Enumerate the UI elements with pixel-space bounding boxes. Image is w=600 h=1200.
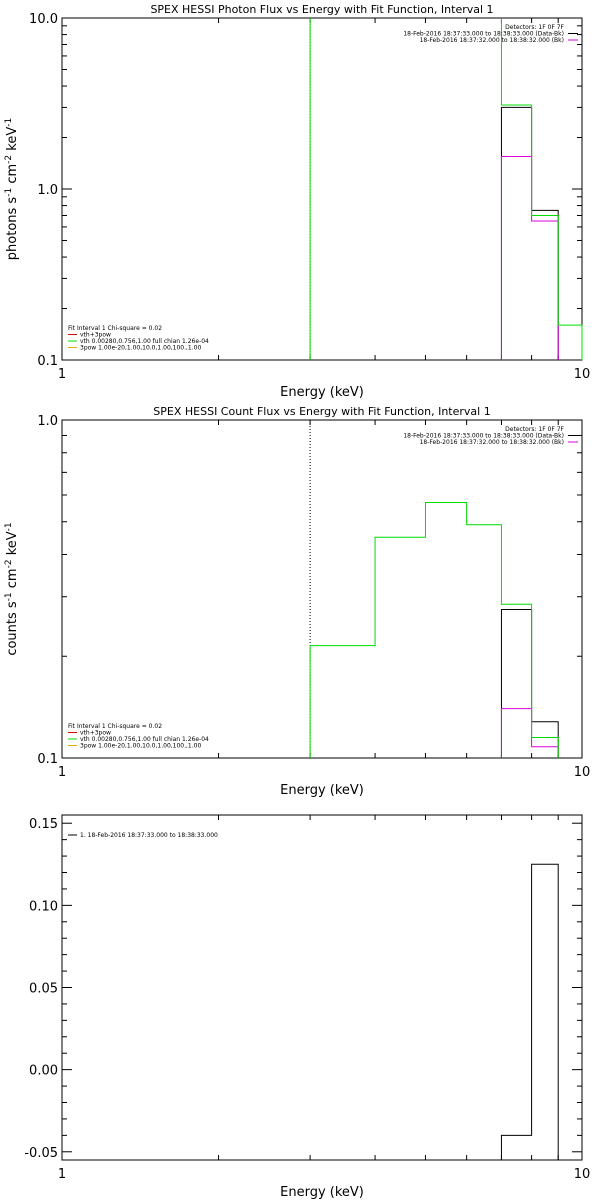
y-axis-label-exponent: -1 <box>4 188 14 197</box>
y-tick-label: 0.1 <box>37 752 58 767</box>
series-data-bk <box>500 609 559 758</box>
series-step-line <box>500 863 559 1160</box>
y-axis-label-part: keV <box>5 531 20 559</box>
legend-entry: vth 0.00280,0.756,1.00 full chian 1.26e-… <box>80 338 209 345</box>
y-tick-label: 0.05 <box>29 982 58 997</box>
y-tick-label: 0.1 <box>37 354 58 369</box>
y-tick-label: 0.00 <box>29 1064 58 1079</box>
legend-entry: Fit Interval 1 Chi-square = 0.02 <box>68 325 162 332</box>
y-axis-label-exponent: -2 <box>4 155 14 164</box>
y-axis-label-part: cm <box>5 568 20 592</box>
y-axis-label-exponent: -1 <box>4 522 14 531</box>
series-step-line <box>500 106 559 360</box>
chart-title: SPEX HESSI Photon Flux vs Energy with Fi… <box>150 3 493 16</box>
chart-panel-1: SPEX HESSI Photon Flux vs Energy with Fi… <box>4 3 590 400</box>
legend-entry: 18-Feb-2016 18:37:32.000 to 18:38:32.000… <box>420 37 564 44</box>
legend-entry: 3pow 1.00e-20,1.00,10.0,1.00,100.,1.00 <box>80 345 201 352</box>
x-tick-label: 1 <box>58 765 66 780</box>
series-data-bk <box>500 106 559 360</box>
chart-panel-3: 1 10 Energy (keV) -0.05 0.00 0.05 0.10 0.15 1. 1… <box>24 814 590 1200</box>
legend-entry: 18-Feb-2016 18:37:32.000 to 18:38:32.000… <box>420 439 564 446</box>
x-tick-label: 1 <box>58 1167 66 1182</box>
x-axis-label: Energy (keV) <box>280 385 364 400</box>
series-step-line <box>309 502 559 758</box>
legend-entry: vth+3pow <box>80 332 111 339</box>
y-tick-label: 0.15 <box>29 817 58 832</box>
y-axis-label: counts s-1 cm-2 keV-1 <box>4 522 20 655</box>
series-1 <box>500 863 559 1160</box>
series-bk <box>500 155 559 360</box>
legend-left: 1. 18-Feb-2016 18:37:33.000 to 18:38:33.… <box>68 832 218 839</box>
x-tick-label: 1 <box>58 367 66 382</box>
series-vth <box>500 18 583 360</box>
y-axis-label-part: photons s <box>5 197 20 261</box>
y-tick-label: 10.0 <box>29 12 58 27</box>
series-vth <box>309 502 559 758</box>
plot-frame <box>61 814 583 1161</box>
series-bk <box>500 708 559 758</box>
x-tick-label: 10 <box>574 765 591 780</box>
y-axis-label-part: keV <box>5 127 20 155</box>
legend-entry: 18-Feb-2016 18:37:33.000 to 18:38:33.000… <box>403 31 564 38</box>
y-tick-label: 1.0 <box>37 183 58 198</box>
legend-entry: 18-Feb-2016 18:37:33.000 to 18:38:33.000… <box>403 433 564 440</box>
y-axis-label-exponent: -1 <box>4 118 14 127</box>
y-axis-label-part: cm <box>5 164 20 188</box>
y-tick-label: -0.05 <box>24 1146 58 1161</box>
series-step-line <box>500 155 559 360</box>
legend-entry: Detectors: 1F 0F 7F <box>505 426 564 433</box>
legend-left: Fit Interval 1 Chi-square = 0.02vth+3pow… <box>68 723 209 750</box>
x-tick-label: 10 <box>574 1167 591 1182</box>
series-step-line <box>500 18 583 360</box>
plot-frame <box>61 17 583 361</box>
legend-left: Fit Interval 1 Chi-square = 0.02vth+3pow… <box>68 325 209 352</box>
y-tick-label: 1.0 <box>37 414 58 429</box>
x-axis-label: Energy (keV) <box>280 1185 364 1200</box>
legend-entry: 3pow 1.00e-20,1.00,10.0,1.00,100.,1.00 <box>80 743 201 750</box>
legend-entry: vth+3pow <box>80 730 111 737</box>
y-axis-label-exponent: -2 <box>4 559 14 568</box>
chart-panel-2: SPEX HESSI Count Flux vs Energy with Fit… <box>4 405 590 798</box>
x-axis-label: Energy (keV) <box>280 783 364 798</box>
y-axis-label-exponent: -1 <box>4 592 14 601</box>
x-axis: 1 10 Energy (keV) <box>58 815 590 1200</box>
legend-entry: Detectors: 1F 0F 7F <box>505 24 564 31</box>
y-axis-label: photons s-1 cm-2 keV-1 <box>4 118 20 260</box>
legend-entry: vth 0.00280,0.756,1.00 full chian 1.26e-… <box>80 736 209 743</box>
y-axis-label-part: counts s <box>5 601 20 656</box>
y-tick-label: 0.10 <box>29 899 58 914</box>
plot-frame <box>61 419 583 759</box>
chart-title: SPEX HESSI Count Flux vs Energy with Fit… <box>153 405 490 418</box>
series-step-line <box>500 708 559 758</box>
legend-entry: 1. 18-Feb-2016 18:37:33.000 to 18:38:33.… <box>80 832 218 839</box>
y-axis: -0.05 0.00 0.05 0.10 0.15 <box>24 817 582 1161</box>
x-tick-label: 10 <box>574 367 591 382</box>
series-step-line <box>500 609 559 758</box>
legend-entry: Fit Interval 1 Chi-square = 0.02 <box>68 723 162 730</box>
